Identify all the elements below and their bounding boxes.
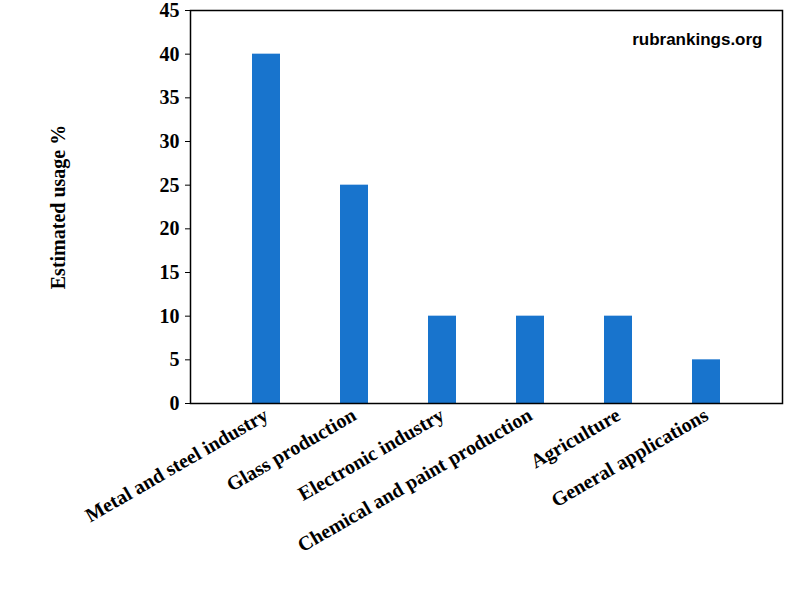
svg-text:General applications: General applications bbox=[547, 403, 712, 512]
svg-text:30: 30 bbox=[160, 130, 180, 152]
svg-text:10: 10 bbox=[160, 305, 180, 327]
svg-text:Chemical and paint production: Chemical and paint production bbox=[294, 403, 537, 556]
svg-text:Agriculture: Agriculture bbox=[526, 403, 624, 473]
svg-text:15: 15 bbox=[160, 261, 180, 283]
svg-text:rubrankings.org: rubrankings.org bbox=[632, 30, 762, 49]
svg-text:25: 25 bbox=[160, 174, 180, 196]
svg-text:45: 45 bbox=[160, 0, 180, 21]
svg-text:40: 40 bbox=[160, 43, 180, 65]
svg-text:20: 20 bbox=[160, 217, 180, 239]
svg-text:5: 5 bbox=[170, 348, 180, 370]
svg-text:Estimated usage %: Estimated usage % bbox=[47, 125, 70, 289]
svg-text:35: 35 bbox=[160, 86, 180, 108]
svg-text:0: 0 bbox=[170, 392, 180, 414]
svg-text:Glass production: Glass production bbox=[222, 403, 360, 496]
svg-text:Metal and steel industry: Metal and steel industry bbox=[81, 403, 272, 527]
svg-text:Electronic industry: Electronic industry bbox=[294, 403, 448, 505]
